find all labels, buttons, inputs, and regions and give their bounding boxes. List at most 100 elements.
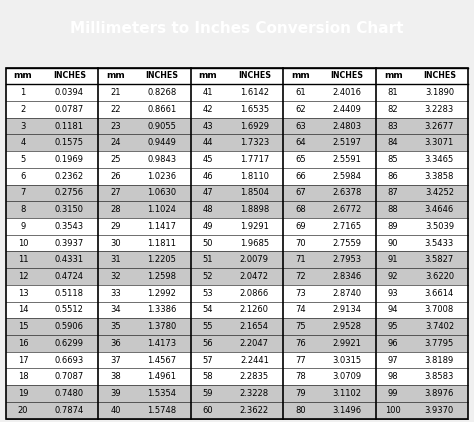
Text: 53: 53: [203, 289, 213, 298]
Text: mm: mm: [14, 71, 32, 80]
Text: mm: mm: [106, 71, 125, 80]
Text: 3.8189: 3.8189: [425, 356, 454, 365]
Bar: [6, 68, 468, 419]
Text: 45: 45: [203, 155, 213, 164]
Text: 0.4724: 0.4724: [55, 272, 84, 281]
Text: 55: 55: [203, 322, 213, 331]
Text: 47: 47: [203, 188, 213, 197]
Text: 78: 78: [295, 372, 306, 381]
Text: 1.7323: 1.7323: [240, 138, 269, 147]
Text: 3.5827: 3.5827: [425, 255, 454, 264]
Text: 6: 6: [20, 172, 26, 181]
Text: 0.1181: 0.1181: [55, 122, 84, 130]
Text: Millimeters to Inches Conversion Chart: Millimeters to Inches Conversion Chart: [70, 21, 404, 36]
Text: 0.0787: 0.0787: [55, 105, 84, 114]
Text: 0.4331: 0.4331: [55, 255, 84, 264]
Text: 98: 98: [388, 372, 399, 381]
Bar: [6, 385, 468, 402]
Text: 3.6614: 3.6614: [425, 289, 454, 298]
Text: 3.8976: 3.8976: [425, 389, 454, 398]
Text: 0.7480: 0.7480: [55, 389, 84, 398]
Text: 46: 46: [203, 172, 213, 181]
Bar: [6, 201, 468, 218]
Text: 3.4252: 3.4252: [425, 188, 454, 197]
Text: 85: 85: [388, 155, 399, 164]
Text: 59: 59: [203, 389, 213, 398]
Text: 90: 90: [388, 238, 398, 248]
Text: 2.8740: 2.8740: [332, 289, 362, 298]
Text: 2.0472: 2.0472: [240, 272, 269, 281]
Text: 1.3780: 1.3780: [147, 322, 176, 331]
Text: 1.0630: 1.0630: [147, 188, 176, 197]
Text: 2.2441: 2.2441: [240, 356, 269, 365]
Text: 1.6535: 1.6535: [240, 105, 269, 114]
Text: 16: 16: [18, 339, 28, 348]
Text: 1.2598: 1.2598: [147, 272, 176, 281]
Text: 1.9291: 1.9291: [240, 222, 269, 231]
Text: 0.8661: 0.8661: [147, 105, 176, 114]
Bar: [6, 134, 468, 151]
Text: 1.7717: 1.7717: [240, 155, 269, 164]
Text: 95: 95: [388, 322, 398, 331]
Text: 27: 27: [110, 188, 121, 197]
Text: 0.7874: 0.7874: [55, 406, 84, 415]
Text: 2.2835: 2.2835: [240, 372, 269, 381]
Text: 2.3228: 2.3228: [240, 389, 269, 398]
Bar: [6, 335, 468, 352]
Text: 2.9528: 2.9528: [332, 322, 361, 331]
Text: 91: 91: [388, 255, 398, 264]
Text: 83: 83: [388, 122, 399, 130]
Text: 43: 43: [203, 122, 213, 130]
Bar: [6, 101, 468, 118]
Text: 79: 79: [295, 389, 306, 398]
Bar: [6, 118, 468, 134]
Text: 50: 50: [203, 238, 213, 248]
Text: 54: 54: [203, 306, 213, 314]
Text: 20: 20: [18, 406, 28, 415]
Text: 0.3937: 0.3937: [55, 238, 84, 248]
Text: 0.9449: 0.9449: [147, 138, 176, 147]
Text: 21: 21: [110, 88, 121, 97]
Text: 32: 32: [110, 272, 121, 281]
Text: 61: 61: [295, 88, 306, 97]
Text: 2.9134: 2.9134: [332, 306, 361, 314]
Text: 2.6378: 2.6378: [332, 188, 362, 197]
Bar: [6, 352, 468, 368]
Text: 2.1654: 2.1654: [240, 322, 269, 331]
Text: 1.5748: 1.5748: [147, 406, 176, 415]
Text: 2.6772: 2.6772: [332, 205, 362, 214]
Text: 68: 68: [295, 205, 306, 214]
Text: mm: mm: [384, 71, 402, 80]
Bar: [6, 184, 468, 201]
Text: 1.8110: 1.8110: [240, 172, 269, 181]
Text: 81: 81: [388, 88, 399, 97]
Text: 42: 42: [203, 105, 213, 114]
Text: 82: 82: [388, 105, 399, 114]
Text: 0.5118: 0.5118: [55, 289, 84, 298]
Text: 2.7165: 2.7165: [332, 222, 362, 231]
Text: 13: 13: [18, 289, 28, 298]
Text: 69: 69: [295, 222, 306, 231]
Text: 3.3465: 3.3465: [425, 155, 454, 164]
Text: 38: 38: [110, 372, 121, 381]
Text: 15: 15: [18, 322, 28, 331]
Text: 4: 4: [20, 138, 26, 147]
Bar: [6, 402, 468, 419]
Text: 3.1102: 3.1102: [332, 389, 361, 398]
Text: 10: 10: [18, 238, 28, 248]
Text: 2.4016: 2.4016: [332, 88, 361, 97]
Text: 72: 72: [295, 272, 306, 281]
Text: 86: 86: [388, 172, 399, 181]
Text: 52: 52: [203, 272, 213, 281]
Text: 36: 36: [110, 339, 121, 348]
Text: 80: 80: [295, 406, 306, 415]
Text: 26: 26: [110, 172, 121, 181]
Text: 100: 100: [385, 406, 401, 415]
Text: 1.5354: 1.5354: [147, 389, 176, 398]
Text: 3.9370: 3.9370: [425, 406, 454, 415]
Text: 1.4961: 1.4961: [147, 372, 176, 381]
Text: 1.3386: 1.3386: [147, 306, 176, 314]
Text: 2.0866: 2.0866: [240, 289, 269, 298]
Bar: [6, 268, 468, 285]
Text: 14: 14: [18, 306, 28, 314]
